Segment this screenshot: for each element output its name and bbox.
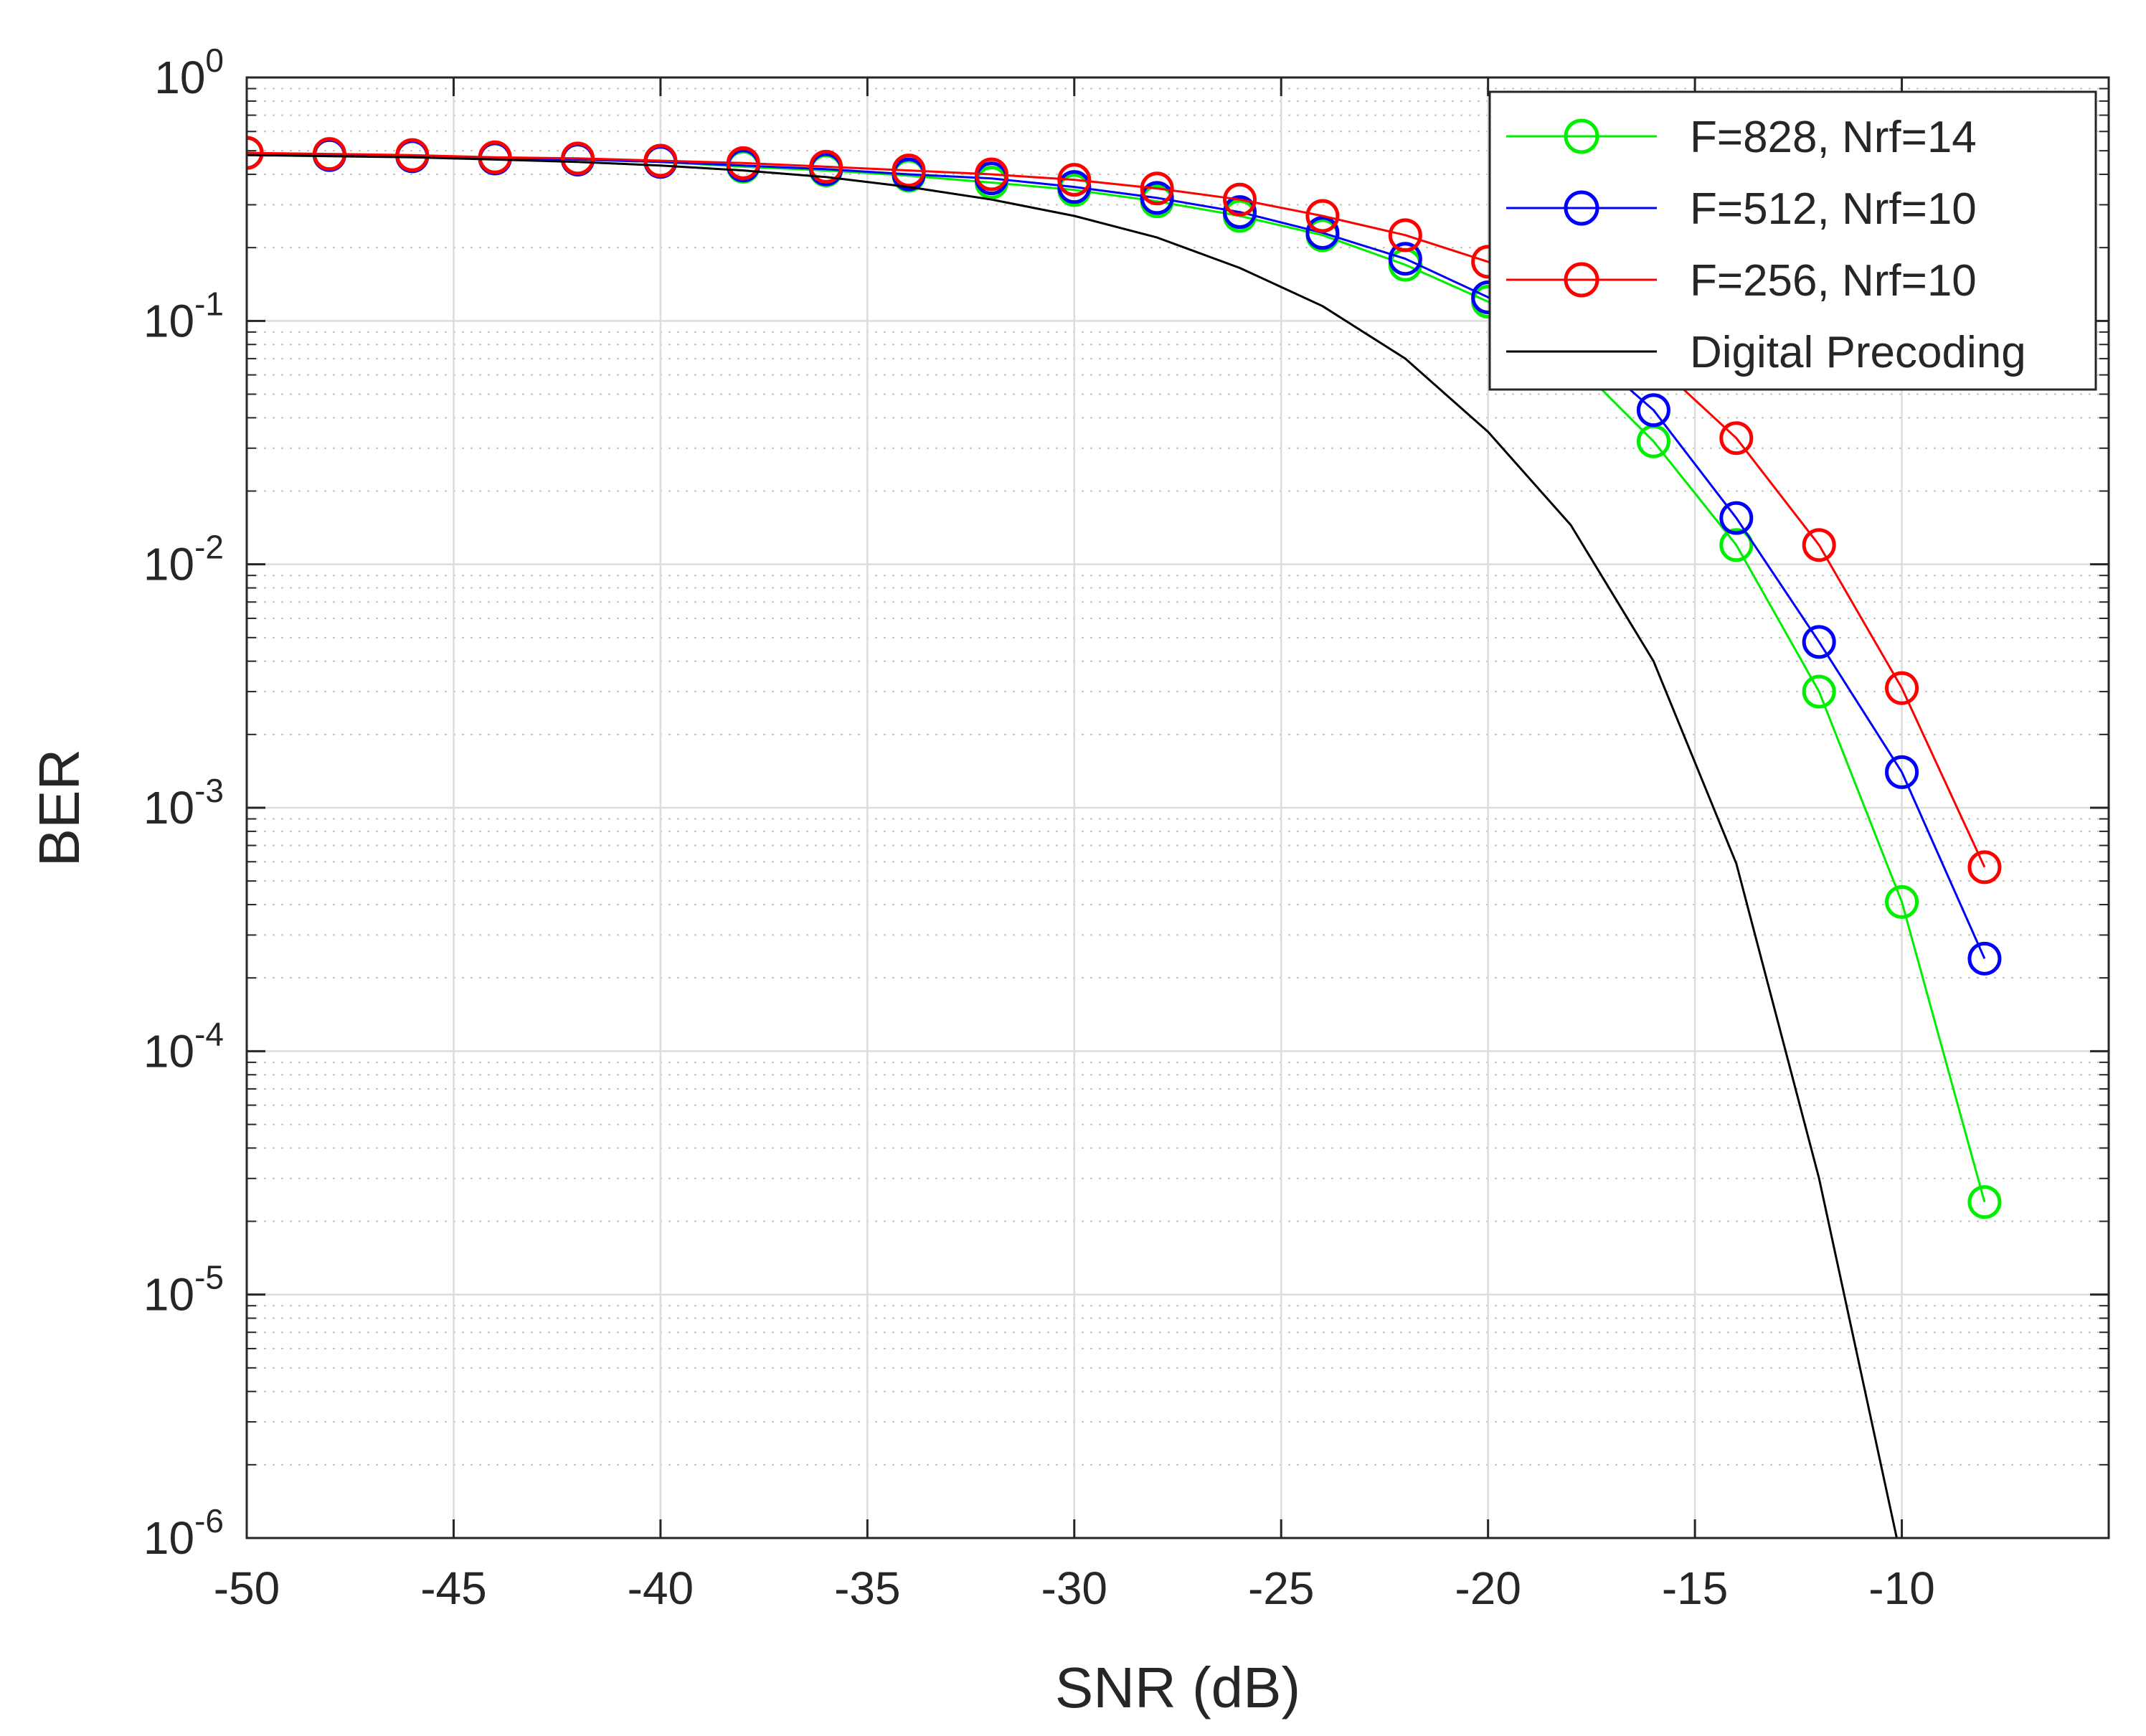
data-point xyxy=(1140,181,1174,215)
x-tick-label: -45 xyxy=(420,1562,487,1614)
series-Digital Precoding xyxy=(247,154,1899,1538)
legend-label: Digital Precoding xyxy=(1690,328,2026,377)
legend-label: F=512, Nrf=10 xyxy=(1690,184,1977,234)
data-point xyxy=(726,146,760,180)
data-point xyxy=(1802,674,1836,709)
y-tick-label: 10-5 xyxy=(143,1259,224,1321)
legend-marker xyxy=(1564,262,1599,298)
data-point xyxy=(561,141,595,176)
tick-marks xyxy=(245,76,2109,1539)
data-point xyxy=(974,157,1008,192)
data-point xyxy=(1885,671,1919,705)
data-point xyxy=(478,140,512,174)
data-point xyxy=(1223,195,1257,230)
legend-marker xyxy=(1564,118,1599,154)
data-point xyxy=(809,149,843,184)
x-tick-label: -25 xyxy=(1248,1562,1315,1614)
series-line xyxy=(247,151,1986,959)
legend-entry: F=256, Nrf=10 xyxy=(1506,256,1977,306)
series-line xyxy=(247,154,1899,1538)
data-point xyxy=(1388,218,1422,253)
y-tick-label: 10-3 xyxy=(143,772,224,834)
legend: F=828, Nrf=14 F=512, Nrf=10 F=256, Nrf=10 D… xyxy=(1488,90,2097,391)
y-tick-label: 10-1 xyxy=(143,285,224,346)
legend-label: F=828, Nrf=14 xyxy=(1690,113,1977,162)
legend-entry: F=512, Nrf=10 xyxy=(1506,184,1977,234)
y-tick-label: 10-6 xyxy=(143,1502,224,1564)
data-point xyxy=(643,143,678,178)
data-point xyxy=(1802,528,1836,562)
data-point xyxy=(1636,393,1670,428)
data-point xyxy=(1719,501,1754,535)
data-point xyxy=(247,136,264,170)
data-point xyxy=(1305,199,1340,233)
x-tick-label: -30 xyxy=(1041,1562,1108,1614)
series-line xyxy=(247,151,1986,868)
data-point xyxy=(1802,625,1836,659)
x-tick-label: -50 xyxy=(214,1562,280,1614)
data-point xyxy=(395,138,430,172)
data-point xyxy=(892,154,926,188)
data-point xyxy=(312,137,346,171)
data-point xyxy=(1967,850,2002,884)
x-tick-label: -40 xyxy=(628,1562,694,1614)
data-point xyxy=(1967,1185,2002,1220)
data-point xyxy=(1719,528,1754,562)
x-tick-label: -20 xyxy=(1455,1562,1521,1614)
legend-box xyxy=(1488,90,2097,391)
data-point xyxy=(1885,755,1919,789)
legend-label: F=256, Nrf=10 xyxy=(1690,256,1977,306)
x-axis-label: SNR (dB) xyxy=(1055,1656,1300,1720)
y-tick-label: 100 xyxy=(154,42,224,103)
y-tick-labels: 100 10-1 10-2 10-3 10-4 10-5 10-6 xyxy=(143,42,224,1564)
data-point xyxy=(1305,216,1340,250)
data-point xyxy=(1719,421,1754,456)
data-point xyxy=(1223,182,1257,217)
x-tick-label: -35 xyxy=(834,1562,901,1614)
data-point xyxy=(1388,242,1422,276)
data-point xyxy=(1140,171,1174,206)
legend-entry: F=828, Nrf=14 xyxy=(1506,113,1977,162)
data-point xyxy=(1967,941,2002,976)
x-tick-label: -15 xyxy=(1662,1562,1729,1614)
series-layer xyxy=(247,136,2002,1538)
data-point xyxy=(1885,884,1919,919)
y-tick-label: 10-4 xyxy=(143,1015,224,1077)
legend-marker xyxy=(1564,190,1599,226)
x-tick-label: -10 xyxy=(1868,1562,1935,1614)
x-tick-labels: -50 -45 -40 -35 -30 -25 -20 -15 -10 xyxy=(214,1562,1935,1614)
series-F=256, Nrf=10 xyxy=(247,136,2002,884)
legend-entry: Digital Precoding xyxy=(1506,328,2026,377)
y-axis-label: BER xyxy=(27,749,91,867)
data-point xyxy=(1057,163,1092,197)
y-tick-label: 10-2 xyxy=(143,529,224,590)
